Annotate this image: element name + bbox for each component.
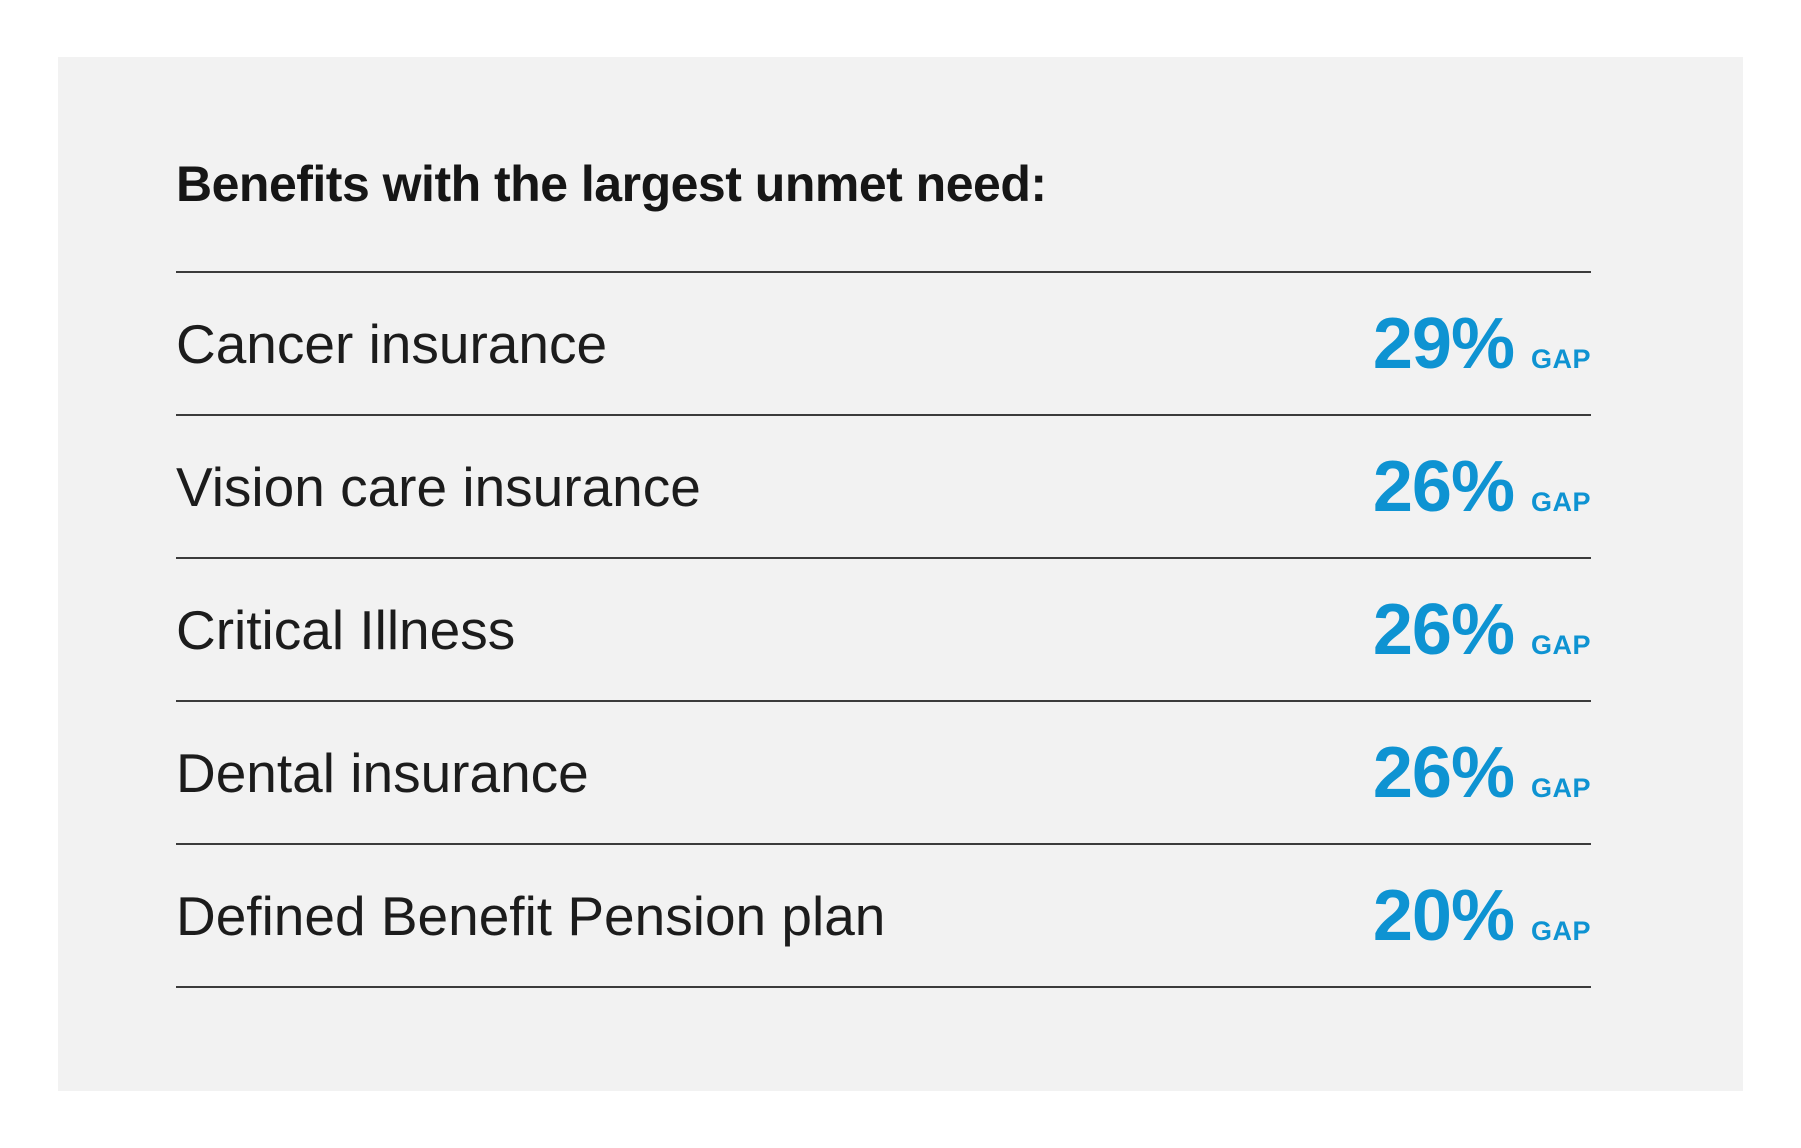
gap-percentage: 26% <box>1372 589 1515 670</box>
gap-value: 26% GAP <box>1373 594 1591 666</box>
benefit-label: Vision care insurance <box>176 455 701 518</box>
gap-percentage: 20% <box>1372 875 1515 956</box>
table-row: Dental insurance 26% GAP <box>176 700 1591 843</box>
panel-title: Benefits with the largest unmet need: <box>176 156 1047 212</box>
benefits-table: Cancer insurance 29% GAP Vision care ins… <box>176 271 1591 988</box>
gap-value: 29% GAP <box>1373 308 1591 380</box>
gap-value: 26% GAP <box>1373 737 1591 809</box>
benefit-label: Critical Illness <box>176 598 516 661</box>
table-row: Critical Illness 26% GAP <box>176 557 1591 700</box>
gap-unit-label: GAP <box>1530 629 1591 660</box>
gap-percentage: 26% <box>1372 732 1515 813</box>
table-row: Cancer insurance 29% GAP <box>176 271 1591 414</box>
gap-percentage: 26% <box>1372 446 1515 527</box>
gap-unit-label: GAP <box>1530 915 1591 946</box>
gap-unit-label: GAP <box>1530 772 1591 803</box>
gap-value: 20% GAP <box>1373 880 1591 952</box>
gap-percentage: 29% <box>1372 303 1515 384</box>
gap-value: 26% GAP <box>1373 451 1591 523</box>
table-row: Vision care insurance 26% GAP <box>176 414 1591 557</box>
benefit-label: Cancer insurance <box>176 312 608 375</box>
benefits-gap-panel: Benefits with the largest unmet need: Ca… <box>58 57 1743 1091</box>
benefit-label: Dental insurance <box>176 741 589 804</box>
gap-unit-label: GAP <box>1530 486 1591 517</box>
gap-unit-label: GAP <box>1530 343 1591 374</box>
table-row: Defined Benefit Pension plan 20% GAP <box>176 843 1591 986</box>
benefit-label: Defined Benefit Pension plan <box>176 884 886 947</box>
